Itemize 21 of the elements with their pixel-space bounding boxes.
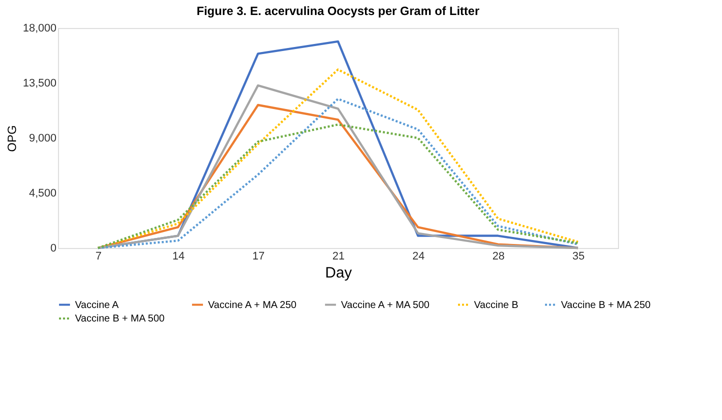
legend-label: Vaccine A [75, 300, 120, 311]
legend-label: Vaccine B + MA 500 [75, 314, 166, 324]
x-tick-label: 28 [492, 250, 505, 262]
y-tick-label: 13,500 [22, 78, 56, 90]
y-tick-label: 4,500 [28, 188, 56, 200]
legend-label: Vaccine B + MA 250 [561, 300, 652, 311]
x-tick-label: 14 [172, 250, 185, 262]
y-tick-label: 9,000 [28, 132, 56, 144]
legend-label: Vaccine A + MA 500 [341, 300, 430, 311]
x-tick-label: 21 [332, 250, 345, 262]
x-tick-label: 24 [412, 250, 425, 262]
legend-label: Vaccine B [474, 300, 519, 311]
x-tick-label: 35 [572, 250, 585, 262]
legend-label: Vaccine A + MA 250 [208, 300, 297, 311]
x-axis-title: Day [325, 264, 352, 282]
y-tick-label: 18,000 [22, 22, 56, 34]
y-axis-title: OPG [4, 125, 19, 152]
y-tick-label: 0 [50, 242, 56, 254]
x-tick-label: 7 [95, 250, 102, 262]
x-tick-label: 17 [252, 250, 265, 262]
chart-title: Figure 3. E. acervulina Oocysts per Gram of Litter [196, 4, 480, 18]
